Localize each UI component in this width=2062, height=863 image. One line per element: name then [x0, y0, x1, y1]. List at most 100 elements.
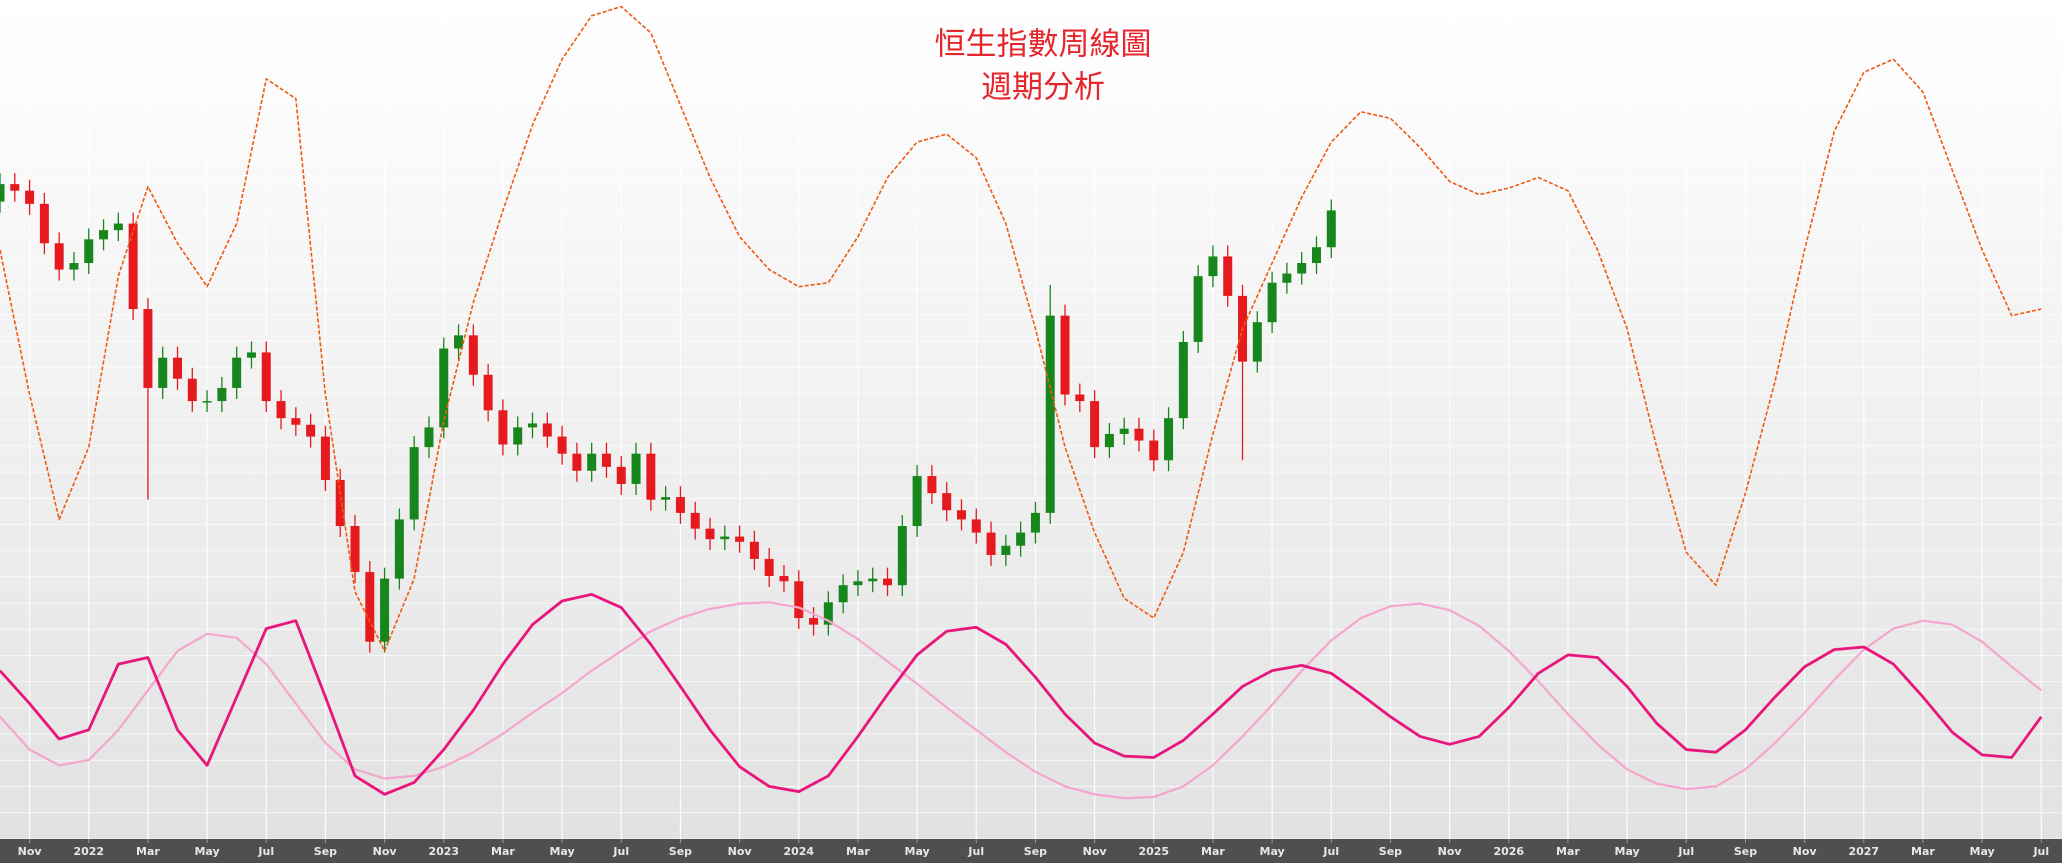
candle-body: [1164, 418, 1174, 461]
x-tick-label: Jul: [612, 845, 629, 858]
curves: [0, 5, 2043, 800]
candle-body: [232, 357, 242, 388]
candle-body: [1267, 282, 1277, 323]
x-tick-label: Nov: [1438, 845, 1463, 858]
candle-body: [454, 335, 464, 349]
candle-body: [971, 519, 981, 533]
candle-body: [1134, 428, 1144, 441]
candle-body: [542, 423, 552, 437]
candle-body: [84, 239, 94, 264]
candle-body: [942, 493, 952, 511]
candle-body: [1016, 532, 1026, 546]
candle-body: [54, 243, 64, 270]
candle-body: [690, 512, 700, 529]
candle-body: [927, 476, 937, 494]
x-tick-label: Mar: [136, 845, 160, 858]
x-axis: Nov 2022 Mar May Jul Sep Nov 2023 Mar May Jul Sep No…: [18, 839, 2049, 858]
x-tick-label: Nov: [728, 845, 753, 858]
candle-body: [1223, 256, 1233, 296]
candle-body: [113, 223, 123, 231]
candle-body: [39, 203, 49, 244]
candle-body: [823, 602, 833, 625]
cycle-curve: [0, 593, 2043, 796]
candle-body: [1075, 394, 1085, 402]
candle-body: [601, 453, 611, 467]
cycle-curve: [0, 601, 2042, 800]
x-tick-label: Mar: [1556, 845, 1580, 858]
candle-body: [439, 348, 449, 428]
candle-body: [1090, 401, 1100, 448]
candle-body: [69, 263, 79, 270]
x-tick-label: Nov: [1083, 845, 1108, 858]
candle-body: [1119, 428, 1129, 434]
x-tick-label: Jul: [1322, 845, 1339, 858]
candle-body: [25, 190, 35, 204]
candle-body: [350, 526, 360, 573]
candle-body: [1178, 341, 1188, 419]
candle-body: [631, 453, 641, 484]
candle-body: [1282, 273, 1292, 283]
candle-body: [912, 476, 922, 527]
candle-body: [173, 357, 183, 379]
cycle-curve: [0, 5, 2042, 652]
candle-body: [1045, 315, 1055, 513]
x-tick-label: Nov: [18, 845, 43, 858]
candle-body: [557, 436, 567, 454]
candle-body: [587, 453, 597, 471]
candle-body: [1030, 512, 1040, 533]
candle-body: [986, 532, 996, 555]
candle-body: [483, 374, 493, 411]
candle-body: [335, 479, 345, 527]
candle-body: [572, 453, 582, 471]
x-tick-label: Jul: [967, 845, 984, 858]
candle-body: [675, 497, 685, 513]
candle-body: [291, 418, 301, 425]
x-tick-label: Jul: [257, 845, 274, 858]
x-tick-label: May: [1260, 845, 1285, 858]
candle-body: [646, 453, 656, 500]
x-tick-label: May: [194, 845, 219, 858]
candle-body: [187, 378, 197, 402]
candle-body: [1001, 545, 1011, 555]
plot-pattern: [0, 0, 2062, 839]
candle-body: [720, 536, 730, 540]
x-tick-label: Sep: [314, 845, 337, 858]
candle-body: [853, 581, 863, 586]
candle-body: [99, 230, 109, 240]
candle-body: [1060, 315, 1070, 395]
x-tick-label: Jul: [2032, 845, 2049, 858]
candle-body: [661, 497, 671, 500]
candle-body: [1208, 256, 1218, 277]
candle-body: [1149, 440, 1159, 461]
candle-body: [261, 352, 271, 402]
candle-body: [883, 578, 893, 586]
candle-body: [764, 558, 774, 576]
x-tick-label: Sep: [669, 845, 692, 858]
candle-body: [779, 575, 789, 582]
candle-body: [735, 536, 745, 542]
x-tick-label: Nov: [373, 845, 398, 858]
x-tick-label: 2025: [1138, 845, 1169, 858]
candle-body: [1311, 247, 1321, 264]
candle-body: [380, 578, 390, 642]
candle-body: [956, 510, 966, 520]
x-tick-label: Sep: [1734, 845, 1757, 858]
candle-body: [246, 352, 256, 358]
x-tick-label: 2027: [1848, 845, 1879, 858]
candle-body: [365, 572, 375, 642]
x-tick-label: May: [1615, 845, 1640, 858]
candle-body: [1297, 263, 1307, 274]
x-tick-label: 2024: [783, 845, 814, 858]
x-tick-label: Nov: [1793, 845, 1818, 858]
candle-body: [705, 528, 715, 540]
candle-body: [10, 184, 20, 191]
x-tick-label: Sep: [1024, 845, 1047, 858]
candle-body: [749, 541, 759, 559]
x-tick-label: Mar: [1911, 845, 1935, 858]
x-tick-label: Jul: [1677, 845, 1694, 858]
candle-body: [276, 401, 286, 419]
candle-body: [0, 184, 5, 202]
candle-body: [1193, 276, 1203, 342]
x-tick-label: 2023: [428, 845, 459, 858]
candle-body: [1252, 322, 1262, 362]
